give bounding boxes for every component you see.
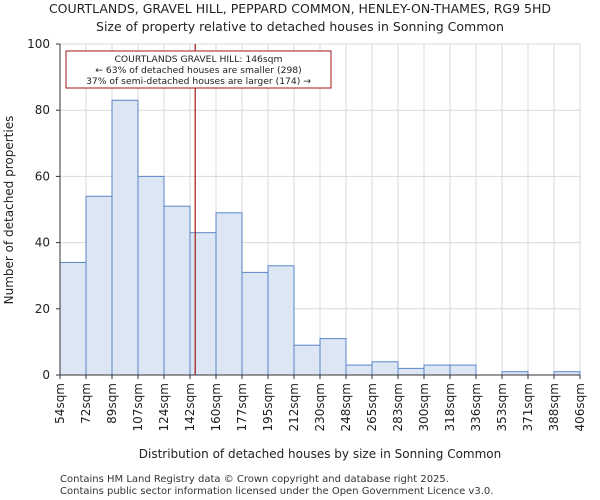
y-tick-label: 100 — [27, 37, 50, 51]
x-tick-label: 54sqm — [53, 383, 67, 424]
marker-annotation-line: ← 63% of detached houses are smaller (29… — [95, 65, 301, 76]
footer-line2: Contains public sector information licen… — [60, 486, 493, 497]
bar-124sqm — [163, 205, 191, 376]
y-tick-label: 20 — [35, 302, 50, 316]
x-tick-label: 89sqm — [105, 383, 119, 424]
x-tick-label: 212sqm — [287, 383, 301, 431]
x-tick-label: 195sqm — [261, 383, 275, 431]
bar-318sqm — [449, 364, 477, 376]
footer-line1: Contains HM Land Registry data © Crown c… — [60, 474, 449, 485]
x-tick-label: 406sqm — [573, 383, 587, 431]
bar-54sqm — [59, 261, 87, 376]
bar-89sqm — [111, 99, 139, 376]
bar-195sqm — [267, 265, 295, 376]
bar-230sqm — [319, 338, 347, 376]
bar-300sqm — [423, 364, 451, 376]
chart-title-line1: COURTLANDS, GRAVEL HILL, PEPPARD COMMON,… — [49, 1, 551, 16]
marker-annotation-box — [65, 50, 332, 89]
x-tick-label: 177sqm — [235, 383, 249, 431]
x-tick-label: 124sqm — [157, 383, 171, 431]
bar-107sqm — [137, 175, 165, 376]
bar-142sqm — [189, 232, 217, 376]
marker-annotation-line: 37% of semi-detached houses are larger (… — [86, 76, 311, 87]
x-tick-label: 265sqm — [365, 383, 379, 431]
x-tick-label: 248sqm — [339, 383, 353, 431]
x-tick-label: 353sqm — [495, 383, 509, 431]
marker-annotation-line: COURTLANDS GRAVEL HILL: 146sqm — [115, 54, 283, 65]
bar-283sqm — [397, 367, 425, 376]
x-tick-label: 230sqm — [313, 383, 327, 431]
x-tick-label: 160sqm — [209, 383, 223, 431]
x-tick-label: 318sqm — [443, 383, 457, 431]
bar-177sqm — [241, 271, 269, 376]
y-tick-label: 80 — [35, 103, 50, 117]
y-tick-label: 40 — [35, 236, 50, 250]
chart-title-line2: Size of property relative to detached ho… — [96, 19, 504, 34]
bar-265sqm — [371, 361, 399, 376]
x-tick-label: 300sqm — [417, 383, 431, 431]
x-tick-label: 107sqm — [131, 383, 145, 431]
y-axis-label: Number of detached properties — [2, 116, 16, 305]
x-tick-label: 371sqm — [521, 383, 535, 431]
x-tick-labels: 54sqm 72sqm 89sqm 107sqm 124sqm 142sqm 160sqm 1… — [53, 375, 587, 431]
x-axis-label: Distribution of detached houses by size … — [139, 447, 502, 461]
x-tick-label: 283sqm — [391, 383, 405, 431]
marker-group: COURTLANDS GRAVEL HILL: 146sqm← 63% of d… — [65, 44, 332, 375]
y-tick-label: 0 — [42, 368, 50, 382]
bar-160sqm — [215, 212, 243, 376]
x-tick-label: 72sqm — [79, 383, 93, 424]
bar-212sqm — [293, 344, 321, 376]
x-tick-label: 142sqm — [183, 383, 197, 431]
y-tick-label: 60 — [35, 169, 50, 183]
y-tick-labels: 0 20 40 60 80 100 — [27, 37, 60, 382]
bars — [59, 99, 581, 376]
bar-248sqm — [345, 364, 373, 376]
bar-72sqm — [85, 195, 113, 376]
x-tick-label: 388sqm — [547, 383, 561, 431]
x-tick-label: 336sqm — [469, 383, 483, 431]
